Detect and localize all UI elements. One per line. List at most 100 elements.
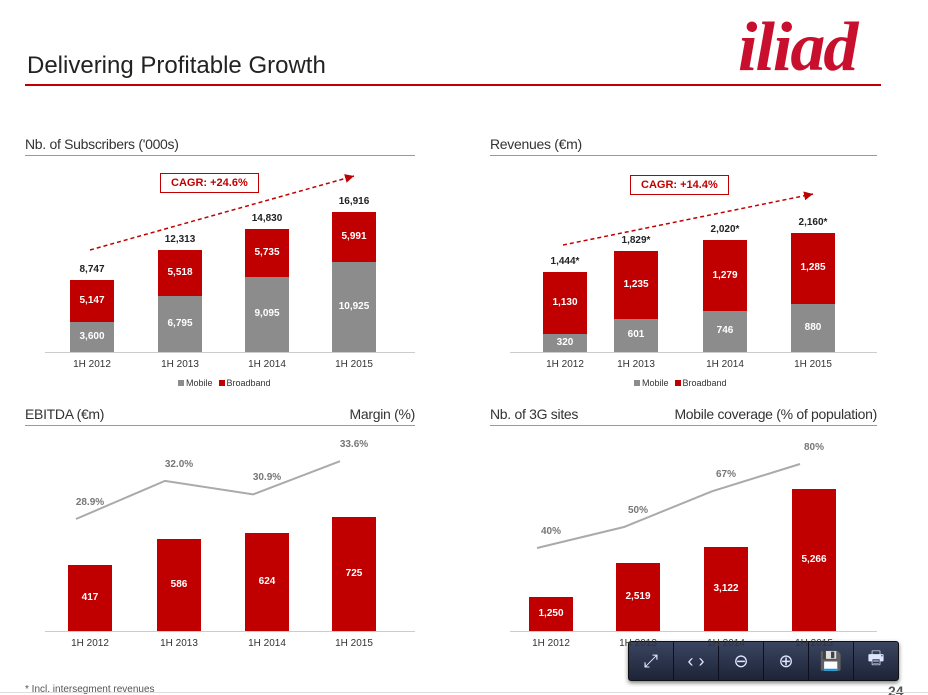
line-series: [75, 460, 341, 520]
mobile-bar: [70, 322, 114, 352]
broadband-value-label: 5,735: [254, 246, 280, 258]
broadband-value-label: 1,235: [623, 278, 649, 290]
mobile-bar: [245, 276, 289, 352]
x-tick-label: 1H 2015: [795, 638, 833, 649]
zoom-out-icon[interactable]: ⊖: [719, 642, 764, 680]
broadband-value-label: 1,130: [552, 297, 578, 309]
broadband-bar: [703, 240, 747, 311]
bar-value-label: 5,266: [801, 554, 827, 565]
total-label: 1,829*: [621, 234, 651, 246]
fit-page-icon[interactable]: ⤢: [629, 642, 674, 680]
x-tick-label: 1H 2012: [71, 638, 109, 649]
broadband-value-label: 5,147: [79, 294, 105, 306]
total-label: 1,444*: [550, 256, 580, 268]
broadband-value-label: 1,279: [712, 269, 738, 281]
x-axis: [45, 631, 415, 632]
total-label: 8,747: [79, 263, 105, 275]
page-title: Delivering Profitable Growth: [27, 52, 326, 79]
x-axis: [510, 352, 877, 353]
mobile-value-label: 746: [716, 325, 734, 337]
x-axis: [510, 631, 877, 632]
x-tick-label: 1H 2013: [619, 638, 657, 649]
total-label: 16,916: [338, 196, 370, 207]
x-tick-label: 1H 2014: [706, 359, 744, 370]
legend-swatch: [634, 380, 640, 386]
cagr-badge: CAGR: +24.6%: [160, 173, 259, 193]
footer-divider: [0, 692, 928, 693]
value-bar: [332, 517, 376, 631]
mobile-value-label: 9,095: [254, 308, 280, 320]
chart-title: Nb. of Subscribers ('000s): [25, 136, 179, 152]
broadband-value-label: 1,285: [800, 262, 826, 274]
legend-swatch: [674, 380, 681, 386]
bar-value-label: 417: [81, 592, 99, 604]
broadband-bar: [543, 272, 587, 335]
total-label: 12,313: [164, 234, 196, 246]
section-divider: [25, 425, 415, 426]
broadband-value-label: 5,518: [167, 266, 193, 278]
line-point-label: 33.6%: [339, 439, 369, 451]
bar-value-label: 2,519: [625, 591, 651, 603]
line-series: [536, 463, 801, 549]
section-divider: [25, 155, 415, 156]
bar-value-label: 1,250: [538, 608, 564, 620]
x-tick-label: 1H 2014: [248, 638, 286, 649]
chart-legend: Mobile Broadband: [172, 378, 271, 388]
x-tick-label: 1H 2013: [617, 359, 655, 370]
mobile-value-label: 880: [804, 321, 822, 333]
chart-title: Revenues (€m): [490, 136, 582, 152]
x-tick-label: 1H 2012: [532, 638, 570, 649]
bar-value-label: 725: [345, 568, 363, 579]
total-label: 14,830: [251, 213, 283, 225]
legend-label: Broadband: [682, 378, 727, 388]
chart-title: EBITDA (€m): [25, 406, 105, 422]
x-tick-label: 1H 2015: [335, 638, 373, 649]
line-point-label: 40%: [540, 526, 561, 537]
mobile-bar: [543, 334, 587, 352]
chart-title-right: Margin (%): [349, 406, 416, 422]
iliad-logo: iliad: [738, 9, 858, 86]
bar-value-label: 586: [170, 578, 188, 590]
x-tick-label: 1H 2015: [335, 359, 373, 370]
legend-label: Broadband: [226, 378, 271, 388]
x-tick-label: 1H 2012: [546, 359, 584, 370]
print-icon[interactable]: 🖶: [867, 648, 885, 668]
line-point-label: 67%: [715, 469, 736, 481]
mobile-bar: [158, 295, 202, 352]
zoom-in-icon[interactable]: ⊕: [764, 642, 809, 680]
chart-legend: Mobile Broadband: [628, 378, 727, 388]
mobile-value-label: 320: [556, 337, 574, 349]
footnote: * Incl. intersegment revenues: [25, 684, 155, 695]
mobile-bar: [614, 318, 658, 352]
bar-value-label: 3,122: [713, 582, 739, 594]
mobile-bar: [791, 303, 835, 352]
section-divider: [490, 425, 877, 426]
title-divider: [25, 84, 881, 86]
line-point-label: 50%: [627, 505, 648, 516]
legend-swatch: [218, 380, 225, 386]
legend-label: Mobile: [186, 378, 213, 388]
fit-width-icon[interactable]: ‹ ›: [674, 642, 719, 680]
x-axis: [45, 352, 415, 353]
value-bar: [616, 563, 660, 631]
value-bar: [704, 546, 748, 631]
total-label: 2,020*: [710, 224, 740, 236]
value-bar: [529, 597, 573, 631]
save-icon[interactable]: 💾: [809, 642, 854, 680]
mobile-bar: [703, 310, 747, 352]
page-number: 24: [888, 683, 904, 695]
mobile-value-label: 10,925: [338, 300, 370, 312]
value-bar: [68, 565, 112, 631]
legend-swatch: [178, 380, 184, 386]
cagr-badge: CAGR: +14.4%: [630, 175, 729, 195]
value-bar: [245, 532, 289, 631]
mobile-value-label: 6,795: [167, 317, 193, 329]
x-tick-label: 1H 2014: [248, 359, 286, 370]
mobile-value-label: 601: [627, 329, 645, 341]
x-tick-label: 1H 2014: [707, 638, 745, 649]
